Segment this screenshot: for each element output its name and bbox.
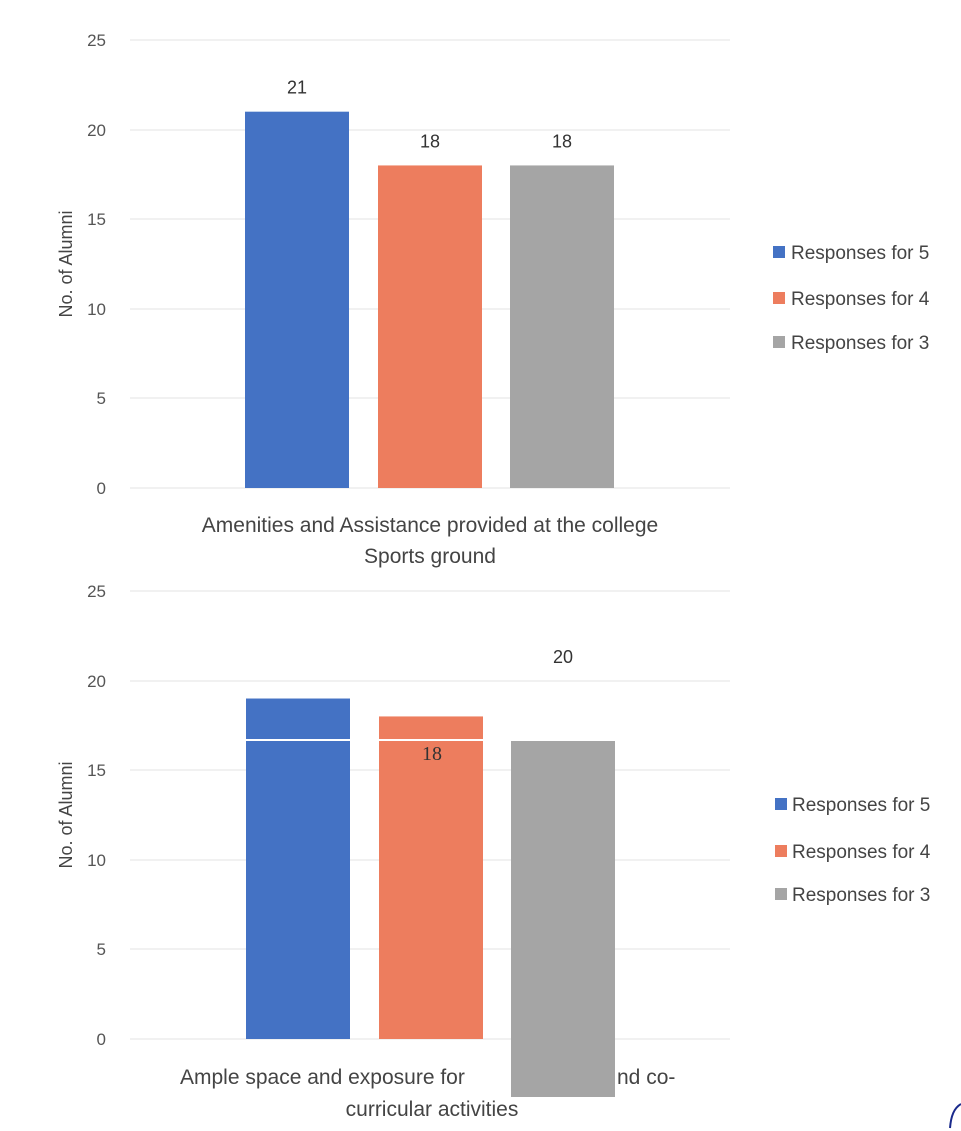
legend-swatch [775, 888, 787, 900]
data-label: 21 [287, 78, 307, 98]
legend-swatch [773, 336, 785, 348]
legend-entry: Responses for 4 [792, 842, 931, 863]
bar-responses-5 [245, 111, 349, 489]
legend-swatch [773, 292, 785, 304]
chart-1: 0 5 10 15 20 25 No. of Alumni 21 18 18 A… [56, 31, 930, 568]
bar-responses-3 [510, 165, 614, 488]
category-label: Ample space and exposure for [180, 1066, 465, 1089]
category-label: Sports ground [364, 545, 496, 568]
y-tick-label: 5 [97, 940, 106, 959]
bar-responses-3 [511, 741, 615, 1097]
data-label: 20 [553, 647, 573, 667]
y-tick-label: 25 [87, 31, 106, 50]
data-label: 18 [552, 131, 572, 151]
bar-responses-4 [378, 165, 482, 488]
chart-1-legend: Responses for 5 Responses for 4 Response… [773, 243, 930, 354]
y-axis-label: No. of Alumni [56, 761, 76, 868]
y-tick-label: 0 [97, 479, 106, 498]
legend-entry: Responses for 5 [791, 243, 929, 264]
chart-2-legend: Responses for 5 Responses for 4 Response… [775, 795, 931, 906]
legend-entry: Responses for 3 [791, 333, 929, 354]
bar-responses-4 [379, 716, 483, 1039]
legend-entry: Responses for 4 [791, 289, 930, 310]
y-tick-label: 15 [87, 761, 106, 780]
y-axis-label: No. of Alumni [56, 210, 76, 317]
category-label: Amenities and Assistance provided at the… [202, 514, 658, 537]
legend-swatch [773, 246, 785, 258]
pen-mark [949, 1103, 961, 1129]
y-tick-label: 0 [97, 1030, 106, 1049]
y-tick-label: 10 [87, 300, 106, 319]
category-label: curricular activities [346, 1098, 519, 1121]
y-tick-label: 15 [87, 210, 106, 229]
category-label: nd co- [617, 1066, 675, 1089]
y-tick-label: 20 [87, 672, 106, 691]
data-label: 18 [420, 131, 440, 151]
y-tick-label: 10 [87, 851, 106, 870]
chart-2: 0 5 10 15 20 25 No. of Alumni 18 20 Ampl… [56, 582, 931, 1121]
legend-entry: Responses for 3 [792, 885, 930, 906]
bar-responses-5 [246, 698, 350, 1039]
legend-swatch [775, 798, 787, 810]
y-tick-label: 5 [97, 389, 106, 408]
data-label: 18 [422, 743, 442, 765]
y-tick-label: 20 [87, 121, 106, 140]
legend-entry: Responses for 5 [792, 795, 930, 816]
legend-swatch [775, 845, 787, 857]
y-tick-label: 25 [87, 582, 106, 601]
